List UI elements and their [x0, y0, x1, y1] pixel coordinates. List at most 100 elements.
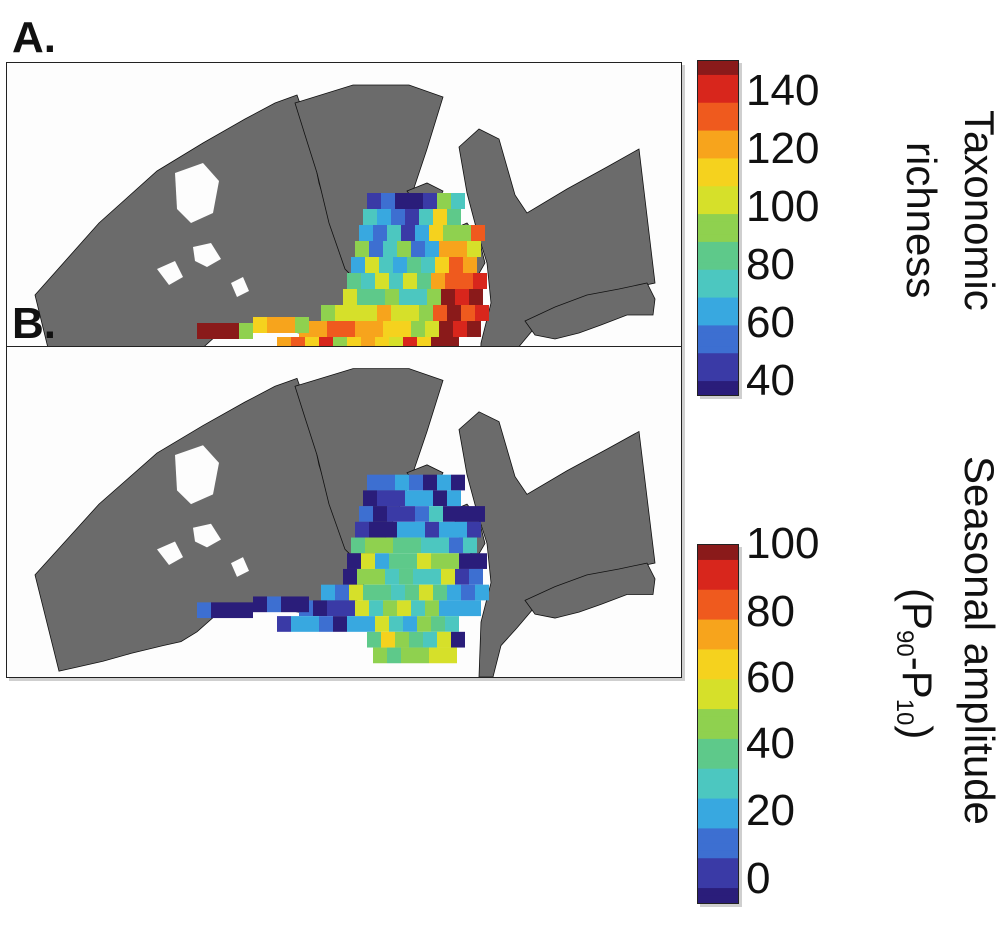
- grid-cell: [387, 506, 401, 522]
- grid-cell: [447, 305, 461, 321]
- grid-cell: [341, 321, 355, 337]
- grid-cell: [383, 321, 397, 337]
- colorbar-tick-a-4: 60: [746, 298, 795, 347]
- colorbar-title-b-line1: Seasonal amplitude: [956, 456, 1003, 825]
- grid-cell: [361, 273, 375, 289]
- colorbar-swatch: [698, 67, 738, 76]
- grid-cell: [441, 568, 455, 585]
- grid-cell: [391, 305, 405, 321]
- grid-cell: [391, 490, 405, 507]
- grid-cell: [393, 537, 407, 554]
- grid-cell: [453, 521, 467, 538]
- grid-cell: [321, 584, 335, 601]
- grid-cell: [413, 289, 427, 305]
- grid-cell: [437, 193, 451, 209]
- grid-cell: [395, 193, 409, 209]
- grid-cell: [409, 193, 423, 209]
- grid-cell: [377, 209, 391, 225]
- colorbar-swatch: [698, 381, 738, 389]
- grid-cell: [449, 537, 463, 554]
- grid-cell: [225, 323, 239, 339]
- colorbar-swatch: [698, 116, 738, 125]
- grid-cell: [267, 596, 281, 613]
- grid-cell: [377, 305, 391, 321]
- grid-cell: [425, 321, 439, 337]
- grid-cell: [431, 273, 445, 289]
- colorbar-swatch: [698, 850, 738, 859]
- grid-cell: [349, 305, 363, 321]
- grid-cell: [401, 225, 415, 241]
- grid-cell: [253, 317, 267, 333]
- colorbar-title-a-line1: Taxonomic: [956, 110, 1003, 311]
- grid-cell: [363, 584, 377, 601]
- grid-cell: [373, 225, 387, 241]
- grid-cell: [419, 490, 433, 507]
- grid-cell: [431, 553, 445, 569]
- colorbar-swatch: [698, 332, 738, 340]
- colorbar-swatch: [698, 200, 738, 208]
- colorbar-swatch: [698, 221, 738, 229]
- colorbar-swatch: [698, 269, 738, 278]
- grid-cell: [467, 321, 481, 337]
- grid-cell: [417, 273, 431, 289]
- colorbar-swatch: [698, 888, 738, 897]
- grid-cell: [409, 474, 423, 491]
- grid-cell: [397, 321, 411, 337]
- grid-cell: [415, 225, 429, 241]
- grid-cell: [385, 289, 399, 305]
- colorbar-swatch: [698, 228, 738, 236]
- grid-cell: [333, 616, 347, 632]
- grid-cell: [425, 521, 439, 538]
- colorbar-swatch: [698, 262, 738, 271]
- grid-cell: [451, 631, 465, 648]
- grid-cell: [463, 537, 477, 554]
- grid-cell: [239, 323, 253, 339]
- grid-cell: [439, 600, 453, 617]
- grid-cell: [459, 553, 473, 569]
- grid-cell: [387, 225, 401, 241]
- grid-cell: [355, 321, 369, 337]
- grid-cell: [403, 273, 417, 289]
- colorbar-swatch: [698, 724, 738, 733]
- colorbar-swatch: [698, 158, 738, 166]
- grid-cell: [395, 474, 409, 491]
- grid-cell: [419, 209, 433, 225]
- colorbar-b: [697, 544, 739, 904]
- grid-cell: [475, 584, 489, 601]
- map-svg-a: [34, 84, 656, 399]
- title-b-part-4: ): [894, 725, 941, 740]
- grid-cell: [389, 553, 403, 569]
- colorbar-swatch: [698, 207, 738, 215]
- colorbar-swatch: [698, 806, 738, 815]
- grid-cell: [433, 305, 447, 321]
- colorbar-swatch: [698, 567, 738, 576]
- grid-cell: [395, 631, 409, 648]
- colorbar-swatch: [698, 820, 738, 830]
- grid-cell: [373, 647, 387, 664]
- colorbar-swatch: [698, 367, 738, 375]
- grid-cell: [365, 537, 379, 554]
- colorbar-tick-a-1: 120: [746, 124, 820, 173]
- grid-cell: [361, 616, 375, 632]
- grid-cell: [327, 600, 341, 617]
- grid-cell: [459, 273, 473, 289]
- colorbar-swatch: [698, 123, 738, 132]
- grid-cell: [379, 537, 393, 554]
- colorbar-swatch: [698, 346, 738, 354]
- colorbar-swatch: [698, 276, 738, 285]
- colorbar-swatch: [698, 339, 738, 347]
- grid-cell: [401, 506, 415, 522]
- colorbar-title-a-line2: richness: [898, 142, 945, 299]
- grid-cell: [381, 474, 395, 491]
- grid-cell: [267, 317, 281, 333]
- grid-cell: [403, 616, 417, 632]
- grid-cell: [423, 193, 437, 209]
- grid-cell: [341, 600, 355, 617]
- grid-cell: [461, 305, 475, 321]
- grid-cell: [359, 506, 373, 522]
- grid-cell: [389, 273, 403, 289]
- grid-cell: [343, 568, 357, 585]
- grid-cell: [401, 647, 415, 664]
- grid-cell: [397, 241, 411, 257]
- colorbar-swatch: [698, 589, 738, 598]
